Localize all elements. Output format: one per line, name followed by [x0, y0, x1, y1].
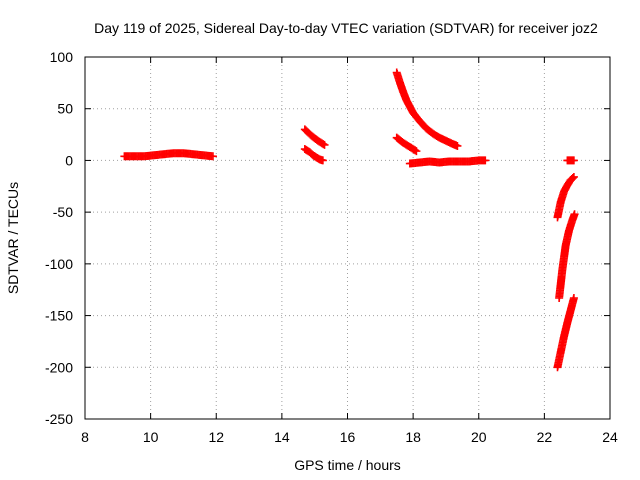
data-point — [569, 293, 578, 302]
plot-frame — [84, 56, 611, 420]
data-point — [570, 210, 579, 219]
grid-lines — [85, 57, 610, 419]
x-tick-label: 20 — [471, 429, 487, 445]
y-tick-label: 50 — [57, 101, 73, 117]
data-point — [318, 156, 327, 165]
data-point — [569, 172, 578, 181]
axis-ticks: 8 10 12 14 16 18 20 22 24 -250 -200 -150 -100 -50 0 50 1… — [45, 49, 618, 445]
data-point — [411, 146, 420, 155]
y-tick-label: -100 — [45, 256, 73, 272]
x-tick-label: 10 — [143, 429, 159, 445]
y-tick-label: 100 — [50, 49, 74, 65]
data-point — [453, 141, 462, 150]
y-tick-label: 0 — [65, 152, 73, 168]
x-tick-label: 18 — [405, 429, 421, 445]
data-point — [569, 156, 578, 165]
x-tick-label: 22 — [537, 429, 553, 445]
y-tick-label: -150 — [45, 308, 73, 324]
x-tick-label: 8 — [81, 429, 89, 445]
data-point — [412, 147, 421, 156]
data-points — [120, 68, 579, 372]
data-point — [568, 174, 577, 183]
y-axis-label: SDTVAR / TECUs — [5, 182, 21, 294]
x-tick-label: 24 — [602, 429, 618, 445]
data-point — [320, 140, 329, 149]
data-point — [319, 140, 328, 149]
y-tick-label: -250 — [45, 411, 73, 427]
x-tick-label: 14 — [274, 429, 290, 445]
y-tick-label: -50 — [53, 204, 73, 220]
x-tick-label: 16 — [340, 429, 356, 445]
data-point — [208, 152, 217, 161]
data-point — [481, 156, 490, 165]
x-axis-label: GPS time / hours — [294, 457, 401, 473]
y-tick-label: -200 — [45, 359, 73, 375]
x-tick-label: 12 — [208, 429, 224, 445]
chart-title: Day 119 of 2025, Sidereal Day-to-day VTE… — [94, 20, 598, 36]
